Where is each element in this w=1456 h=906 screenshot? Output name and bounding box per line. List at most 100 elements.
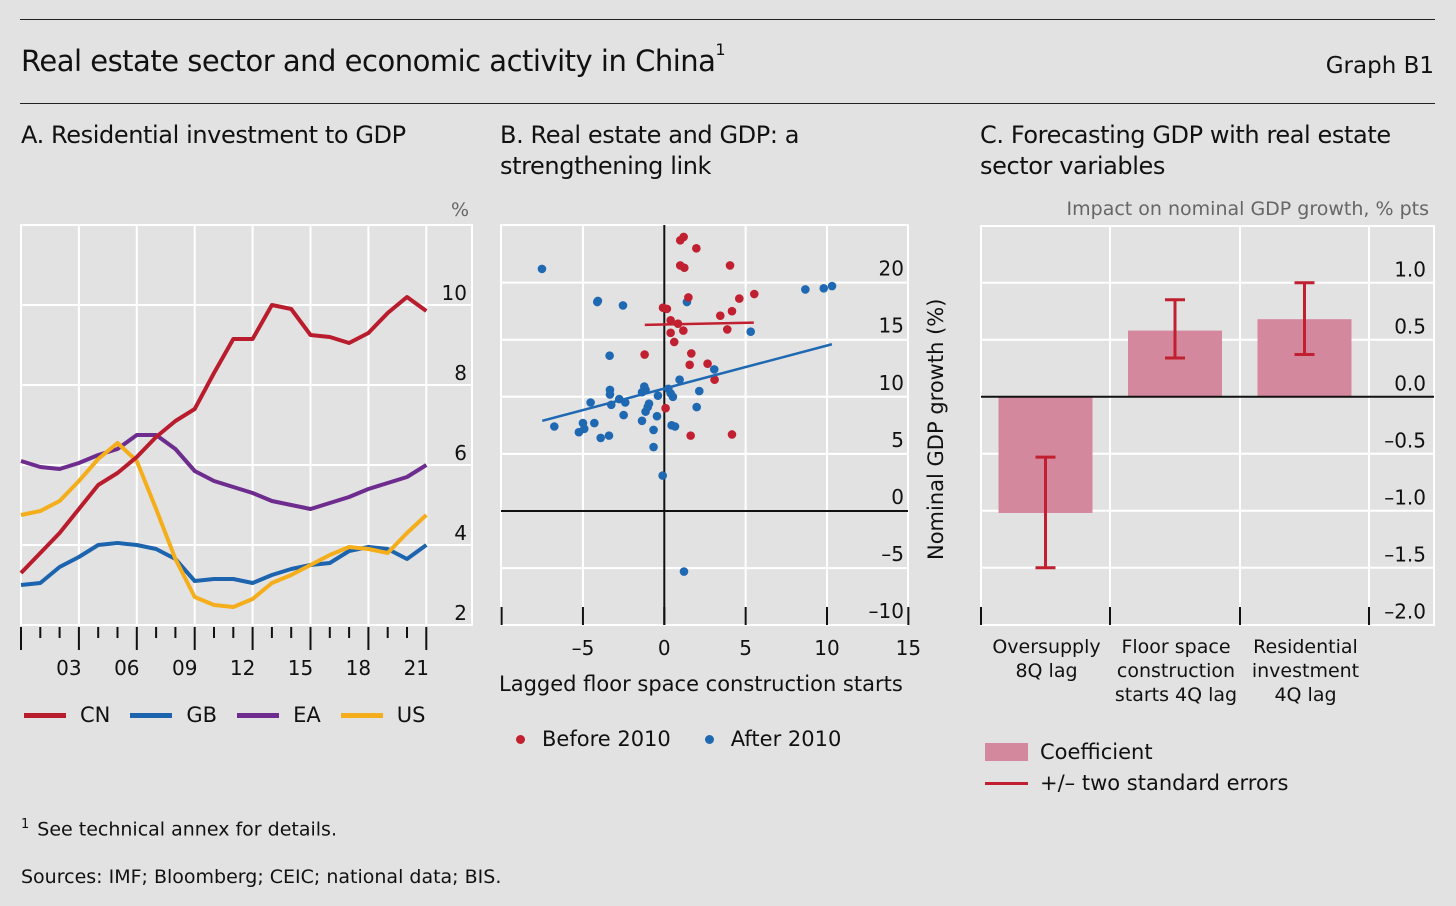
scatter-point-before-2010: [662, 304, 672, 314]
category-label: construction: [1117, 660, 1235, 682]
scatter-point-after-2010: [746, 327, 755, 337]
y-tick-label: –2.0: [1384, 600, 1426, 624]
legend-label-gb: GB: [186, 703, 218, 727]
x-tick-label: –5: [572, 636, 595, 660]
y-tick-label: –10: [869, 599, 904, 623]
y-tick-label: 8: [454, 361, 467, 385]
y-tick-label: –1.0: [1384, 486, 1426, 510]
scatter-point-before-2010: [687, 349, 696, 358]
scatter-point-before-2010: [703, 359, 712, 368]
scatter-point-after-2010: [670, 422, 680, 431]
scatter-point-after-2010: [592, 297, 602, 307]
scatter-point-after-2010: [604, 431, 614, 440]
scatter-point-before-2010: [669, 337, 679, 347]
y-tick-label: 5: [891, 428, 904, 452]
legend-swatch-gb: [130, 712, 173, 718]
scatter-point-before-2010: [685, 360, 694, 370]
legend-label-error: +/– two standard errors: [1040, 771, 1289, 795]
scatter-point-before-2010: [715, 311, 725, 321]
panel-b-xlabel: Lagged floor space construction starts: [499, 672, 903, 696]
panel-b-chart: –10 –5 0 5 10 15 20 –5 0 5 10 15: [500, 224, 921, 660]
legend-label-us: US: [396, 703, 426, 727]
scatter-point-before-2010: [661, 403, 670, 413]
scatter-point-after-2010: [596, 433, 605, 443]
figure-title-text: Real estate sector and economic activity…: [21, 44, 716, 78]
scatter-point-after-2010: [590, 418, 599, 428]
fit-line-before-2010: [644, 321, 754, 327]
scatter-point-before-2010: [692, 244, 701, 253]
series-line-cn: [19, 295, 428, 575]
panel-c-title-line1: C. Forecasting GDP with real estate: [980, 121, 1391, 149]
series-line-us: [20, 441, 428, 609]
scatter-point-before-2010: [684, 293, 693, 302]
scatter-point-after-2010: [653, 391, 663, 400]
y-tick-label: –5: [881, 542, 904, 566]
panel-b-title: B. Real estate and GDP: a strengthening …: [500, 120, 799, 182]
y-tick-label: 0: [891, 485, 904, 509]
y-tick-label: 10: [879, 371, 904, 395]
panel-c-legend: Coefficient +/– two standard errors: [985, 737, 1288, 799]
scatter-point-before-2010: [710, 375, 719, 384]
x-tick-label: 15: [896, 636, 921, 660]
scatter-point-after-2010: [658, 471, 667, 480]
scatter-point-before-2010: [735, 294, 744, 303]
title-footnote-marker: 1: [715, 40, 726, 59]
category-label: 4Q lag: [1274, 684, 1336, 706]
category-label: 8Q lag: [1015, 660, 1077, 682]
scatter-point-after-2010: [641, 407, 650, 416]
footnote: 1 See technical annex for details.: [21, 817, 337, 840]
scatter-point-after-2010: [819, 284, 829, 293]
y-tick-label: 10: [442, 281, 467, 305]
y-tick-label: 6: [454, 441, 467, 465]
legend-label-after-2010: After 2010: [730, 727, 842, 751]
sources: Sources: IMF; Bloomberg; CEIC; national …: [21, 866, 502, 888]
y-tick-label: 2: [454, 601, 467, 625]
panel-a-title: A. Residential investment to GDP: [21, 121, 406, 149]
legend-swatch-ea: [237, 712, 280, 718]
panel-c-unit: Impact on nominal GDP growth, % pts: [1066, 198, 1429, 220]
scatter-point-after-2010: [649, 425, 658, 435]
scatter-point-after-2010: [709, 365, 719, 374]
footnote-marker: 1: [21, 817, 30, 832]
legend-item-coefficient: Coefficient: [985, 737, 1288, 767]
figure-title: Real estate sector and economic activity…: [21, 40, 726, 78]
category-label: Residential: [1253, 636, 1358, 658]
x-tick-label: 12: [230, 656, 255, 680]
category-label: Oversupply: [992, 636, 1100, 658]
legend-swatch-error: [985, 781, 1028, 785]
scatter-point-after-2010: [675, 375, 684, 384]
legend-item-error: +/– two standard errors: [985, 767, 1288, 799]
y-tick-label: 1.0: [1394, 258, 1426, 282]
scatter-point-after-2010: [586, 398, 595, 407]
scatter-point-before-2010: [725, 261, 735, 270]
scatter-point-after-2010: [579, 424, 589, 434]
scatter-point-after-2010: [618, 301, 628, 310]
scatter-point-after-2010: [619, 410, 628, 420]
y-tick-label: –0.5: [1384, 429, 1426, 453]
panel-c-title: C. Forecasting GDP with real estate sect…: [980, 120, 1391, 182]
x-tick-label: 18: [346, 656, 371, 680]
legend-dot-after-2010: [704, 734, 714, 744]
plot-area: [500, 224, 909, 626]
y-tick-label: 4: [454, 521, 467, 545]
scatter-point-after-2010: [649, 442, 658, 452]
legend-dot-before-2010: [516, 734, 525, 744]
y-tick-label: 20: [879, 257, 904, 281]
scatter-point-after-2010: [605, 390, 615, 399]
scatter-point-after-2010: [550, 422, 559, 431]
scatter-point-after-2010: [652, 411, 662, 421]
footnote-text: See technical annex for details.: [37, 818, 337, 841]
legend-swatch-cn: [24, 712, 66, 718]
scatter-point-after-2010: [694, 386, 704, 396]
x-tick-label: 10: [814, 636, 839, 660]
scatter-point-before-2010: [727, 306, 737, 316]
x-tick-label: 09: [172, 656, 197, 680]
scatter-point-before-2010: [749, 289, 759, 299]
top-rule: [20, 19, 1435, 20]
x-tick-label: 15: [288, 656, 313, 680]
legend-label-before-2010: Before 2010: [542, 727, 671, 751]
panel-b-title-line2: strengthening link: [500, 152, 712, 180]
x-tick-label: 06: [114, 656, 139, 680]
scatter-point-after-2010: [801, 285, 810, 294]
header-rule: [20, 103, 1435, 104]
